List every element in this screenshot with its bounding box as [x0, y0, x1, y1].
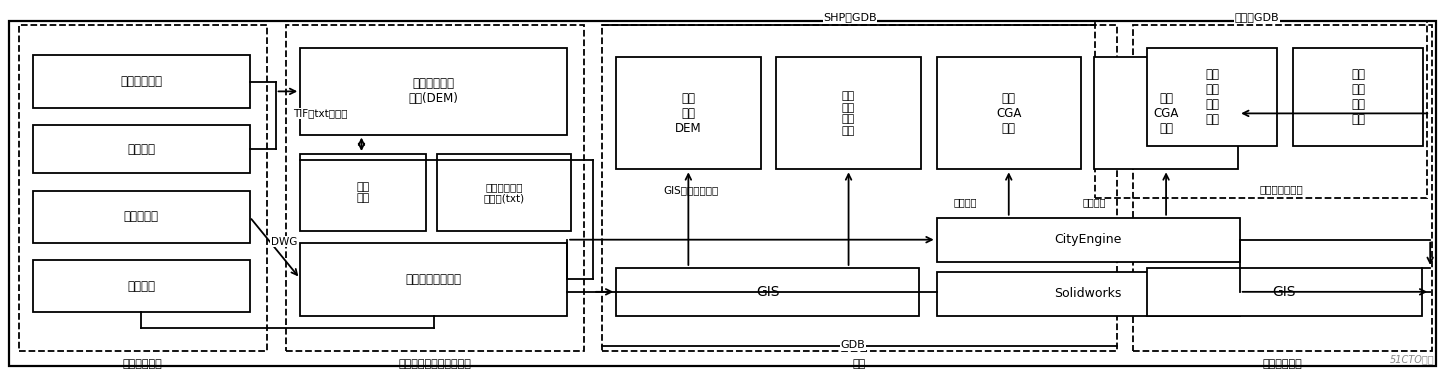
- Bar: [602, 25, 1116, 351]
- Bar: [1096, 21, 1427, 198]
- Text: 51CTO博客: 51CTO博客: [1390, 354, 1434, 364]
- Text: 地面地形测量: 地面地形测量: [120, 75, 162, 88]
- Bar: [1293, 48, 1423, 146]
- Bar: [437, 154, 571, 231]
- Bar: [33, 125, 250, 173]
- Bar: [1147, 48, 1277, 146]
- Text: 装配
CGA
建模: 装配 CGA 建模: [1154, 92, 1178, 135]
- Text: GIS: GIS: [756, 285, 779, 299]
- Bar: [301, 154, 425, 231]
- Text: 虚拟模型输出: 虚拟模型输出: [1262, 359, 1303, 370]
- Text: 独立
CGA
建模: 独立 CGA 建模: [996, 92, 1021, 135]
- Text: CityEngine: CityEngine: [1054, 233, 1122, 246]
- Text: 建模地形及抽象模型生成: 建模地形及抽象模型生成: [399, 359, 471, 370]
- Text: 参考
地形
DEM: 参考 地形 DEM: [675, 92, 701, 135]
- Bar: [937, 218, 1239, 262]
- Bar: [937, 58, 1082, 169]
- Bar: [616, 268, 920, 316]
- Bar: [1147, 268, 1421, 316]
- Text: 二维
地图
虚拟
模型: 二维 地图 虚拟 模型: [1206, 68, 1219, 126]
- Bar: [616, 58, 761, 169]
- Bar: [33, 56, 250, 108]
- Text: 建模: 建模: [853, 359, 866, 370]
- Bar: [9, 21, 1436, 366]
- Text: 场景数字高程
模型(DEM): 场景数字高程 模型(DEM): [409, 77, 458, 105]
- Text: 纹理材质: 纹理材质: [127, 280, 155, 293]
- Text: 规则代码: 规则代码: [954, 197, 977, 207]
- Bar: [33, 260, 250, 312]
- Text: 三维交通抽象模型: 三维交通抽象模型: [406, 273, 461, 286]
- Text: GIS: GIS: [1272, 285, 1296, 299]
- Text: GDB: GDB: [840, 340, 865, 350]
- Bar: [1095, 58, 1238, 169]
- Text: 规则代码: 规则代码: [1082, 197, 1106, 207]
- Bar: [937, 272, 1239, 316]
- Text: GIS数据管理工具: GIS数据管理工具: [664, 186, 719, 196]
- Bar: [286, 25, 584, 351]
- Text: 二次设计输出
点文件(txt): 二次设计输出 点文件(txt): [484, 182, 525, 203]
- Text: 地图与场景输出: 地图与场景输出: [1259, 184, 1303, 194]
- Bar: [19, 25, 268, 351]
- Bar: [301, 48, 567, 135]
- Text: 三维
场景
虚拟
模型: 三维 场景 虚拟 模型: [1351, 68, 1365, 126]
- Bar: [1132, 25, 1432, 351]
- Text: 辅助
修正: 辅助 修正: [356, 182, 370, 203]
- Text: DWG: DWG: [270, 237, 298, 247]
- Text: Solidworks: Solidworks: [1054, 287, 1122, 300]
- Text: 多面体GDB: 多面体GDB: [1235, 12, 1280, 22]
- Text: TIF、txt点文件: TIF、txt点文件: [294, 109, 347, 118]
- Text: 道路平纵横: 道路平纵横: [124, 210, 159, 223]
- Bar: [301, 243, 567, 316]
- Bar: [777, 58, 921, 169]
- Text: 建模数据处理: 建模数据处理: [123, 359, 163, 370]
- Bar: [33, 191, 250, 243]
- Text: 三维
交通
抽象
模型: 三维 交通 抽象 模型: [842, 91, 855, 136]
- Text: 卫星高程: 卫星高程: [127, 143, 155, 156]
- Text: SHP、GDB: SHP、GDB: [823, 12, 876, 22]
